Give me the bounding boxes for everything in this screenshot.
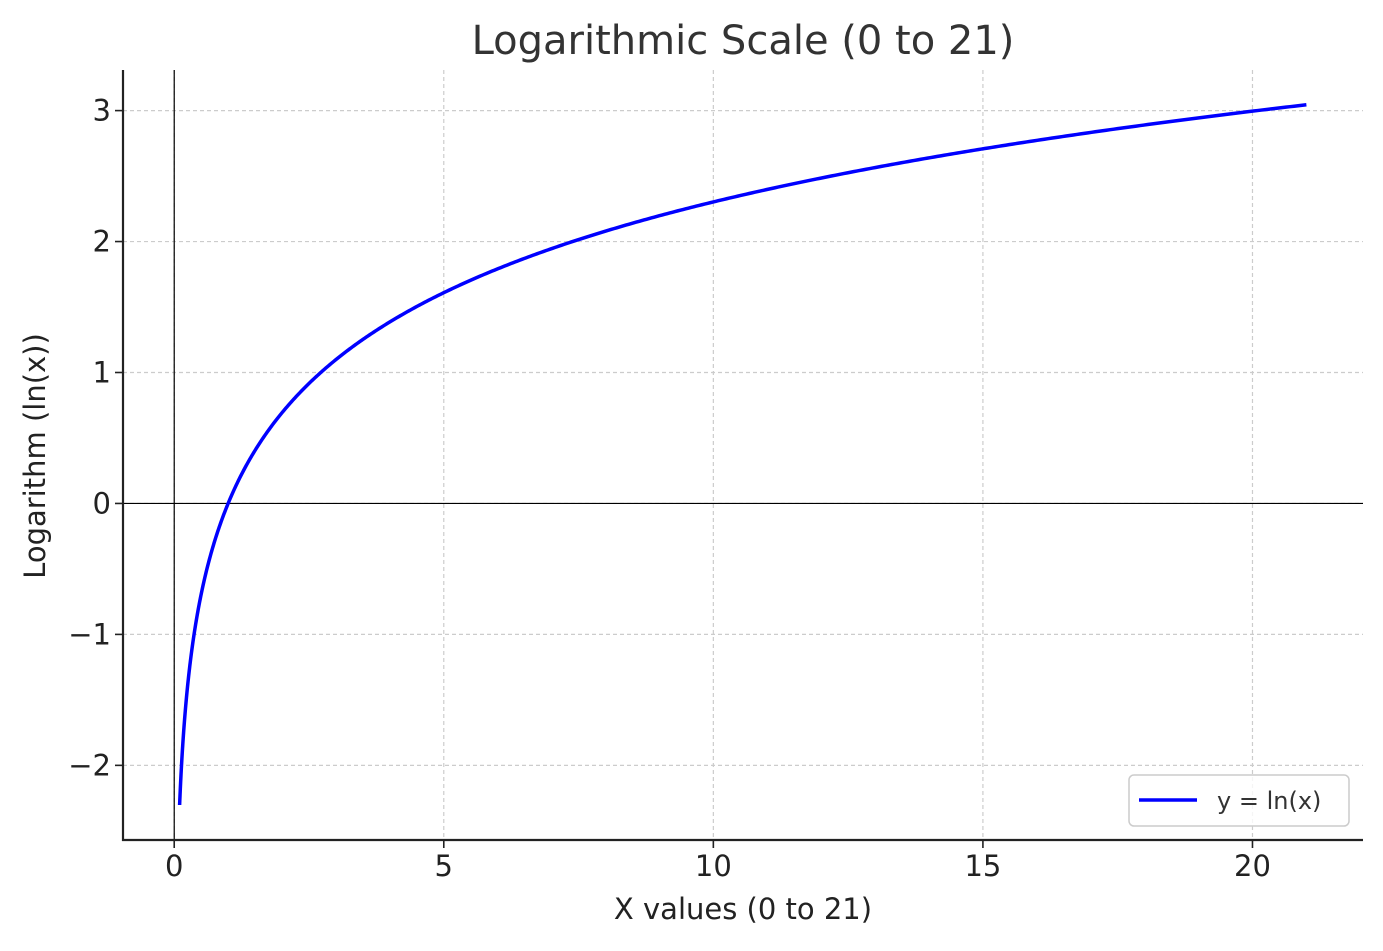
- series-line-ln-x: [177, 103, 1307, 807]
- x-tick-label: 15: [964, 849, 1001, 883]
- y-tick-label: 3: [93, 94, 111, 128]
- y-tick-label: −1: [68, 617, 111, 651]
- y-tick-label: 1: [93, 356, 111, 390]
- y-tick-label: −2: [68, 748, 111, 782]
- legend-label: y = ln(x): [1217, 787, 1321, 815]
- y-tick-label: 0: [93, 486, 111, 520]
- legend: y = ln(x): [1128, 774, 1350, 827]
- x-tick-label: 10: [695, 849, 732, 883]
- y-axis-ticks: −2 −1 0 1 2 3: [68, 94, 123, 782]
- y-axis-label: Logarithm (ln(x)): [18, 333, 52, 579]
- reference-lines: [123, 70, 1363, 840]
- axis-spines: [121, 70, 1363, 842]
- series-lines: [177, 103, 1307, 807]
- y-tick-label: 2: [93, 225, 111, 259]
- grid-lines: [123, 70, 1363, 840]
- x-axis-label: X values (0 to 21): [614, 892, 872, 926]
- x-tick-label: 20: [1234, 849, 1271, 883]
- chart-title: Logarithmic Scale (0 to 21): [472, 18, 1015, 64]
- x-tick-label: 0: [165, 849, 183, 883]
- x-axis-ticks: 0 5 10 15 20: [165, 840, 1271, 883]
- legend-box: [1128, 774, 1350, 827]
- x-tick-label: 5: [435, 849, 453, 883]
